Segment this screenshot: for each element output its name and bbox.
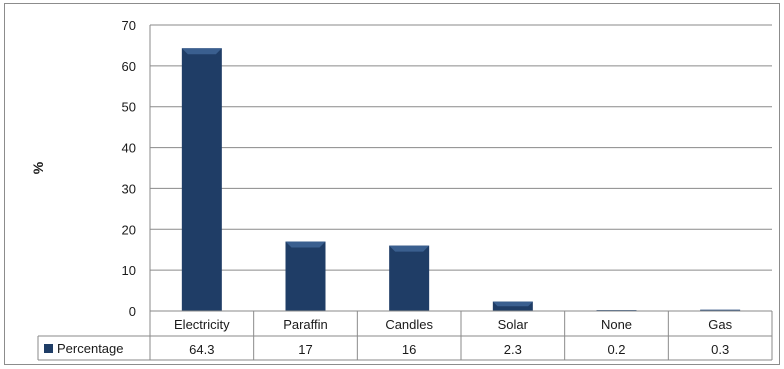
bar-bevel	[700, 309, 741, 311]
x-tick-label: Candles	[385, 317, 433, 332]
y-tick-label: 70	[122, 18, 136, 33]
y-tick-label: 40	[122, 141, 136, 156]
data-label: 64.3	[189, 342, 214, 357]
y-tick-label: 20	[122, 222, 136, 237]
x-tick-label: Paraffin	[283, 317, 328, 332]
x-tick-label: Solar	[498, 317, 529, 332]
y-tick-label: 30	[122, 181, 136, 196]
data-label: 2.3	[504, 342, 522, 357]
bar-paraffin	[285, 241, 326, 311]
data-label: 16	[402, 342, 416, 357]
data-label: 0.2	[607, 342, 625, 357]
data-label: 17	[298, 342, 312, 357]
bar-bevel	[492, 301, 533, 307]
y-axis-label: %	[30, 161, 46, 174]
bar-electricity	[181, 48, 222, 311]
x-tick-label: None	[601, 317, 632, 332]
bar-bevel	[181, 48, 222, 55]
legend-swatch	[44, 344, 53, 353]
y-tick-label: 60	[122, 59, 136, 74]
bar-bevel	[285, 241, 326, 248]
y-tick-label: 0	[129, 304, 136, 319]
data-label: 0.3	[711, 342, 729, 357]
bar-candles	[389, 245, 430, 311]
bar-bevel	[389, 245, 430, 252]
y-tick-label: 10	[122, 263, 136, 278]
legend-label: Percentage	[57, 341, 124, 356]
y-tick-label: 50	[122, 100, 136, 115]
x-tick-label: Gas	[708, 317, 732, 332]
x-tick-label: Electricity	[174, 317, 230, 332]
